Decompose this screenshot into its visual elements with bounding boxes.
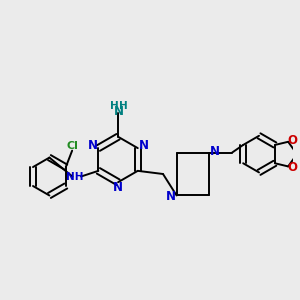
Text: H: H [119,101,128,111]
Text: N: N [166,190,176,202]
Text: N: N [210,146,220,158]
Text: N: N [138,139,148,152]
Text: Cl: Cl [67,141,79,151]
Text: O: O [287,161,297,174]
Text: H: H [110,101,118,111]
Text: N: N [88,139,98,152]
Text: N: N [113,182,123,194]
Text: O: O [287,134,297,147]
Text: N: N [114,105,124,118]
Text: NH: NH [66,172,84,182]
